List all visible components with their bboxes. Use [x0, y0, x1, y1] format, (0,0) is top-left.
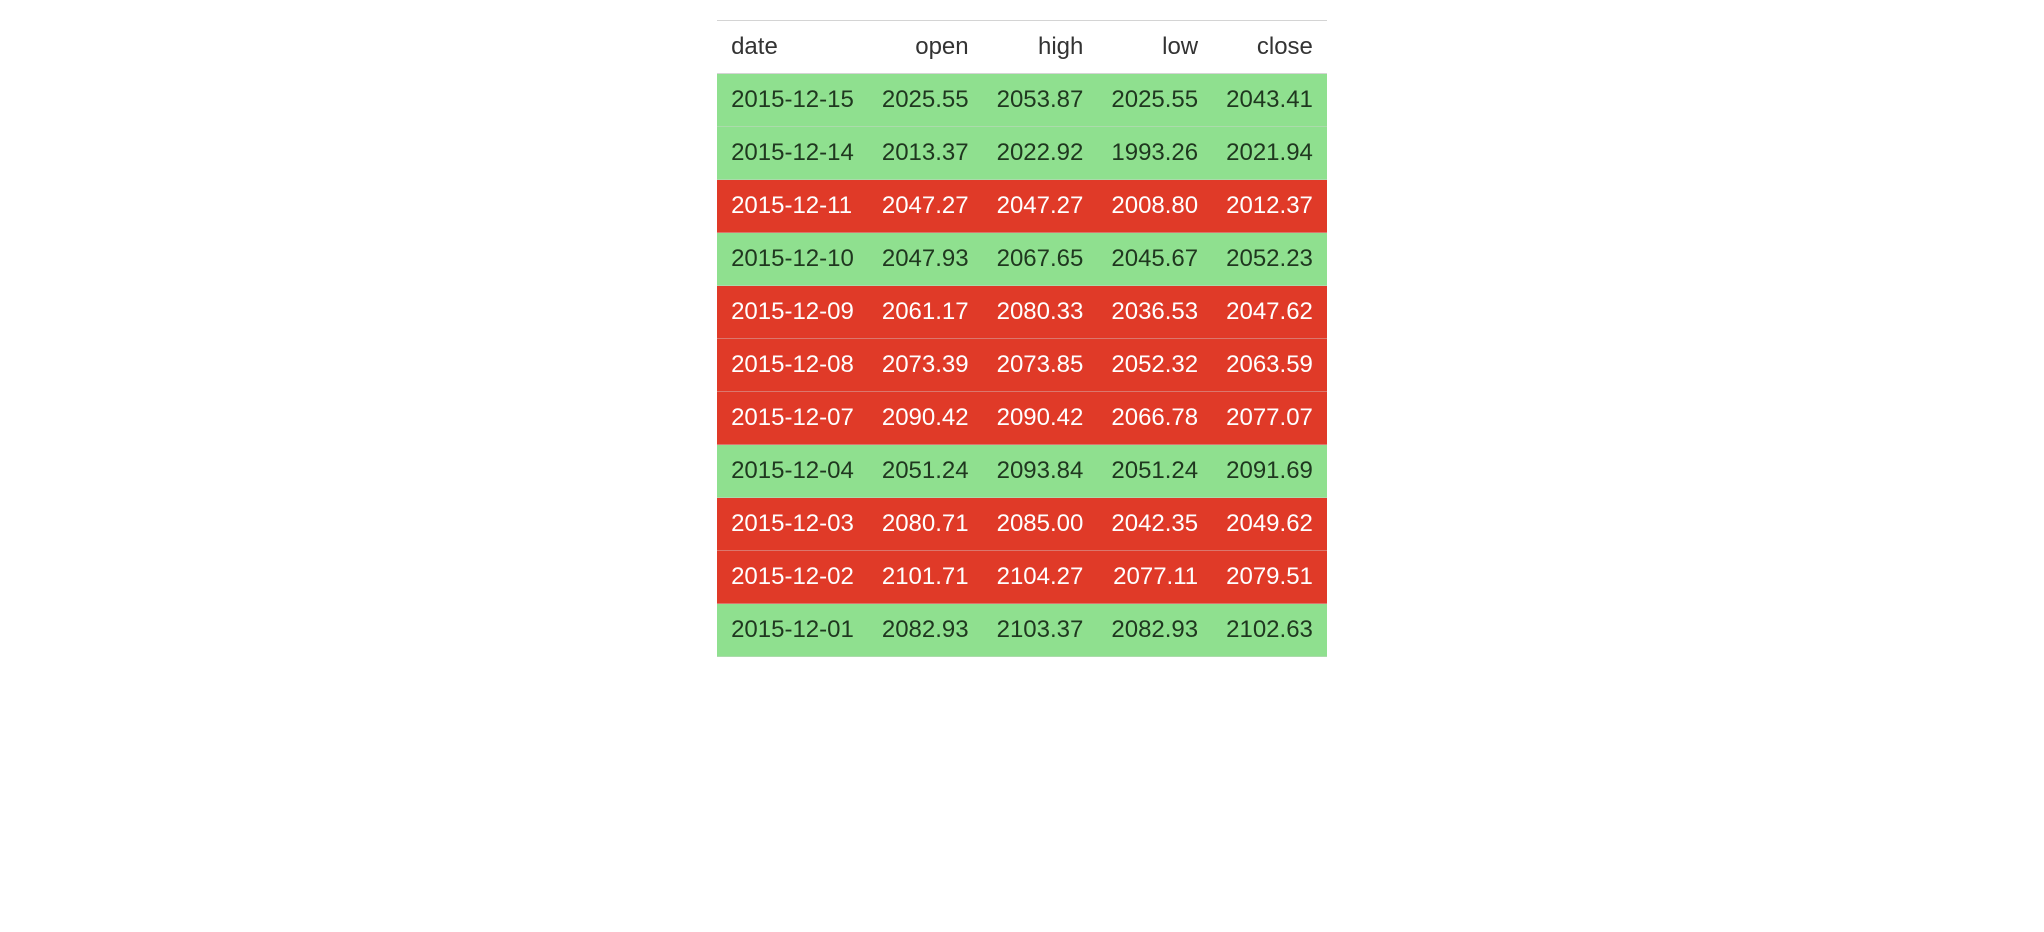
cell-low: 2045.67 [1097, 233, 1212, 286]
cell-date: 2015-12-11 [717, 180, 868, 233]
cell-date: 2015-12-07 [717, 392, 868, 445]
cell-open: 2061.17 [868, 286, 983, 339]
cell-open: 2025.55 [868, 74, 983, 127]
cell-open: 2082.93 [868, 604, 983, 657]
table-row: 2015-12-092061.172080.332036.532047.62 [717, 286, 1327, 339]
cell-high: 2085.00 [983, 498, 1098, 551]
cell-open: 2073.39 [868, 339, 983, 392]
cell-low: 2077.11 [1097, 551, 1212, 604]
cell-low: 1993.26 [1097, 127, 1212, 180]
col-high: high [983, 21, 1098, 74]
cell-close: 2091.69 [1212, 445, 1327, 498]
col-date: date [717, 21, 868, 74]
table-row: 2015-12-102047.932067.652045.672052.23 [717, 233, 1327, 286]
cell-close: 2049.62 [1212, 498, 1327, 551]
cell-low: 2066.78 [1097, 392, 1212, 445]
cell-date: 2015-12-03 [717, 498, 868, 551]
cell-low: 2036.53 [1097, 286, 1212, 339]
cell-date: 2015-12-10 [717, 233, 868, 286]
table-row: 2015-12-032080.712085.002042.352049.62 [717, 498, 1327, 551]
cell-high: 2093.84 [983, 445, 1098, 498]
cell-open: 2047.27 [868, 180, 983, 233]
cell-close: 2012.37 [1212, 180, 1327, 233]
cell-date: 2015-12-15 [717, 74, 868, 127]
cell-date: 2015-12-02 [717, 551, 868, 604]
cell-close: 2047.62 [1212, 286, 1327, 339]
cell-high: 2090.42 [983, 392, 1098, 445]
cell-open: 2090.42 [868, 392, 983, 445]
cell-close: 2102.63 [1212, 604, 1327, 657]
cell-close: 2079.51 [1212, 551, 1327, 604]
cell-high: 2022.92 [983, 127, 1098, 180]
cell-high: 2067.65 [983, 233, 1098, 286]
table-row: 2015-12-012082.932103.372082.932102.63 [717, 604, 1327, 657]
table-row: 2015-12-112047.272047.272008.802012.37 [717, 180, 1327, 233]
cell-open: 2080.71 [868, 498, 983, 551]
ohlc-table: date open high low close 2015-12-152025.… [717, 20, 1327, 657]
cell-close: 2077.07 [1212, 392, 1327, 445]
table-row: 2015-12-142013.372022.921993.262021.94 [717, 127, 1327, 180]
cell-date: 2015-12-09 [717, 286, 868, 339]
col-close: close [1212, 21, 1327, 74]
cell-high: 2073.85 [983, 339, 1098, 392]
cell-close: 2021.94 [1212, 127, 1327, 180]
cell-low: 2042.35 [1097, 498, 1212, 551]
col-low: low [1097, 21, 1212, 74]
cell-low: 2008.80 [1097, 180, 1212, 233]
cell-open: 2101.71 [868, 551, 983, 604]
table-body: 2015-12-152025.552053.872025.552043.4120… [717, 74, 1327, 657]
cell-low: 2052.32 [1097, 339, 1212, 392]
cell-high: 2104.27 [983, 551, 1098, 604]
cell-high: 2080.33 [983, 286, 1098, 339]
cell-date: 2015-12-01 [717, 604, 868, 657]
cell-high: 2047.27 [983, 180, 1098, 233]
cell-low: 2025.55 [1097, 74, 1212, 127]
cell-open: 2051.24 [868, 445, 983, 498]
table-row: 2015-12-072090.422090.422066.782077.07 [717, 392, 1327, 445]
cell-low: 2051.24 [1097, 445, 1212, 498]
table-header: date open high low close [717, 21, 1327, 74]
cell-close: 2063.59 [1212, 339, 1327, 392]
col-open: open [868, 21, 983, 74]
cell-date: 2015-12-08 [717, 339, 868, 392]
cell-close: 2043.41 [1212, 74, 1327, 127]
cell-date: 2015-12-14 [717, 127, 868, 180]
table-row: 2015-12-042051.242093.842051.242091.69 [717, 445, 1327, 498]
cell-high: 2053.87 [983, 74, 1098, 127]
header-row: date open high low close [717, 21, 1327, 74]
table-container: date open high low close 2015-12-152025.… [0, 0, 2044, 677]
table-row: 2015-12-152025.552053.872025.552043.41 [717, 74, 1327, 127]
table-row: 2015-12-022101.712104.272077.112079.51 [717, 551, 1327, 604]
cell-date: 2015-12-04 [717, 445, 868, 498]
cell-open: 2013.37 [868, 127, 983, 180]
table-row: 2015-12-082073.392073.852052.322063.59 [717, 339, 1327, 392]
cell-open: 2047.93 [868, 233, 983, 286]
cell-high: 2103.37 [983, 604, 1098, 657]
cell-close: 2052.23 [1212, 233, 1327, 286]
cell-low: 2082.93 [1097, 604, 1212, 657]
